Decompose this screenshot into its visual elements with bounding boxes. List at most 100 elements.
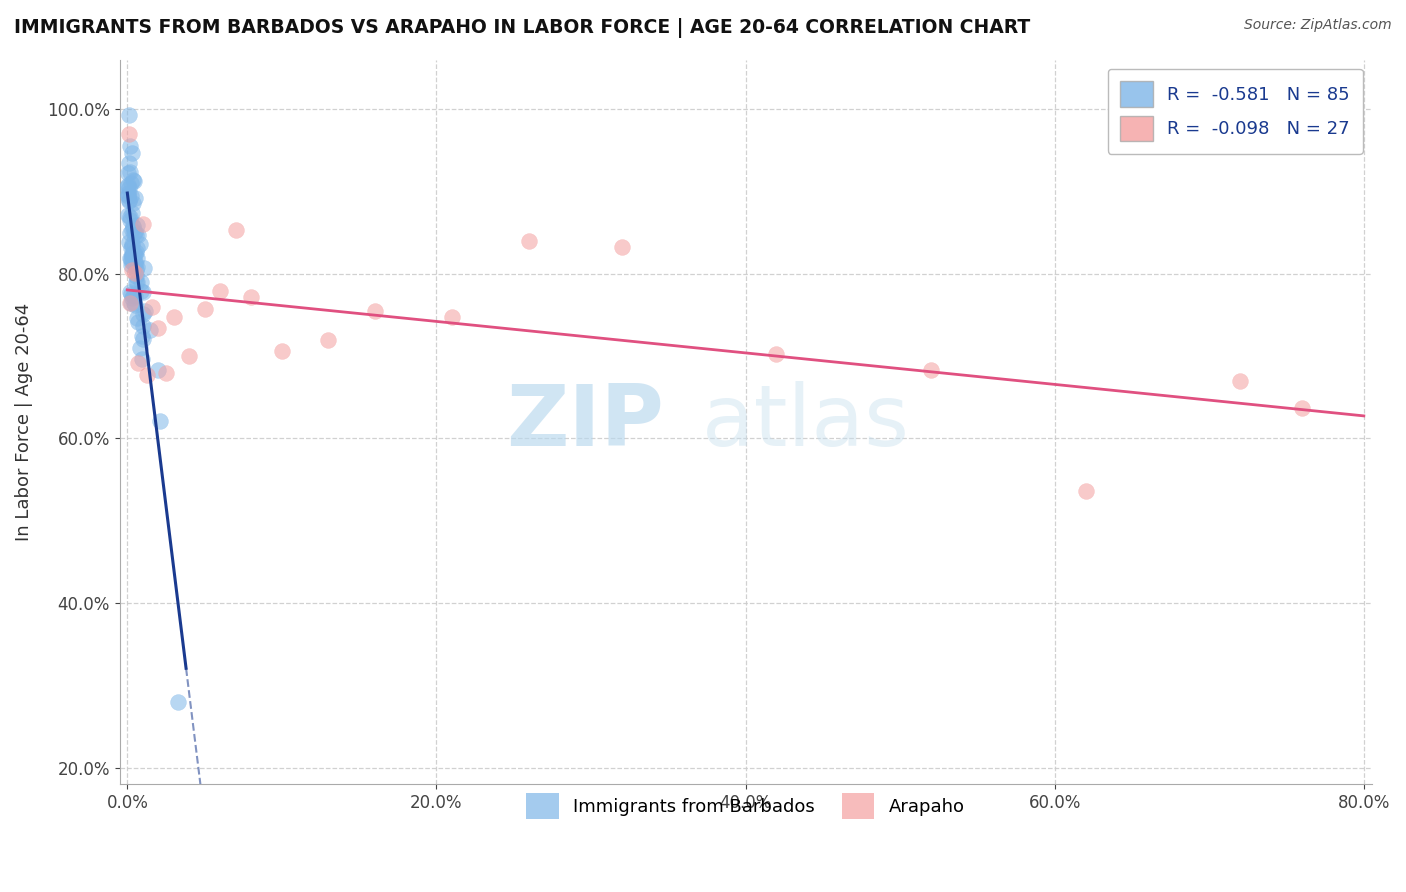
Point [121, 219, 143, 234]
Point [163, 310, 186, 324]
Point [124, 225, 146, 239]
Point [129, 275, 152, 289]
Point [118, 193, 141, 207]
Point [121, 292, 143, 306]
Point [131, 352, 153, 367]
Text: IMMIGRANTS FROM BARBADOS VS ARAPAHO IN LABOR FORCE | AGE 20-64 CORRELATION CHART: IMMIGRANTS FROM BARBADOS VS ARAPAHO IN L… [14, 18, 1031, 37]
Point [118, 194, 141, 208]
Point [132, 332, 155, 346]
Point [121, 263, 143, 277]
Point [132, 217, 155, 231]
Point [118, 156, 141, 170]
Point [121, 223, 143, 237]
Point [132, 307, 155, 321]
Point [129, 285, 152, 299]
Point [517, 234, 540, 248]
Point [141, 300, 163, 314]
Point [120, 241, 142, 255]
Point [120, 296, 142, 310]
Point [118, 210, 141, 224]
Point [127, 311, 149, 326]
Point [117, 166, 139, 180]
Point [124, 246, 146, 260]
Point [134, 303, 156, 318]
Point [155, 366, 177, 380]
Point [121, 247, 143, 261]
Text: Source: ZipAtlas.com: Source: ZipAtlas.com [1244, 18, 1392, 32]
Point [125, 227, 148, 242]
Point [117, 189, 139, 203]
Point [124, 226, 146, 240]
Point [118, 181, 141, 195]
Point [148, 320, 170, 334]
Point [117, 186, 139, 200]
Point [440, 310, 463, 324]
Point [127, 218, 149, 232]
Point [120, 253, 142, 268]
Point [121, 219, 143, 234]
Point [117, 180, 139, 194]
Point [124, 255, 146, 269]
Point [121, 249, 143, 263]
Point [121, 249, 143, 263]
Point [120, 251, 142, 265]
Point [121, 288, 143, 302]
Point [121, 206, 143, 220]
Point [316, 334, 339, 348]
Point [127, 356, 149, 370]
Point [122, 256, 145, 270]
Point [120, 165, 142, 179]
Point [1229, 374, 1251, 388]
Point [122, 296, 145, 310]
Point [124, 259, 146, 273]
Point [125, 244, 148, 259]
Point [117, 178, 139, 192]
Point [129, 236, 152, 251]
Point [122, 195, 145, 210]
Point [121, 295, 143, 310]
Point [120, 189, 142, 203]
Point [122, 172, 145, 186]
Point [132, 318, 155, 333]
Point [120, 251, 142, 265]
Point [179, 349, 201, 363]
Point [118, 235, 141, 249]
Point [146, 363, 169, 377]
Point [122, 174, 145, 188]
Point [138, 323, 160, 337]
Point [270, 344, 292, 359]
Point [129, 341, 152, 355]
Point [131, 329, 153, 343]
Point [118, 226, 141, 240]
Text: ZIP: ZIP [506, 381, 664, 464]
Point [121, 237, 143, 252]
Point [121, 145, 143, 160]
Point [610, 240, 633, 254]
Point [136, 368, 159, 382]
Point [209, 284, 232, 298]
Point [125, 268, 148, 283]
Point [125, 275, 148, 289]
Point [120, 286, 142, 301]
Legend: Immigrants from Barbados, Arapaho: Immigrants from Barbados, Arapaho [519, 786, 972, 826]
Point [124, 266, 146, 280]
Point [120, 285, 142, 299]
Point [124, 298, 146, 312]
Point [363, 304, 385, 318]
Point [127, 241, 149, 255]
Point [225, 223, 247, 237]
Point [118, 127, 141, 141]
Point [127, 260, 149, 274]
Point [120, 138, 142, 153]
Point [121, 239, 143, 253]
Point [122, 247, 145, 261]
Point [124, 289, 146, 303]
Point [765, 347, 787, 361]
Point [120, 176, 142, 190]
Point [1074, 484, 1097, 499]
Point [240, 290, 263, 304]
Point [132, 285, 155, 299]
Point [132, 260, 155, 275]
Point [117, 187, 139, 202]
Point [125, 275, 148, 289]
